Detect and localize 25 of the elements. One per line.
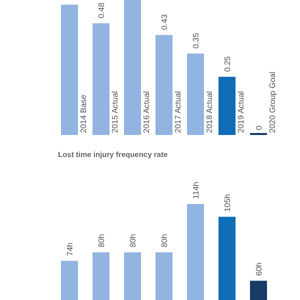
data-label: 0.43 xyxy=(160,14,169,30)
data-label: 0.35 xyxy=(192,32,200,49)
data-label: 74h xyxy=(66,242,74,256)
bar xyxy=(124,0,141,135)
data-label: 80h xyxy=(97,234,106,248)
data-label: 0.48 xyxy=(97,2,106,18)
bar xyxy=(218,76,236,135)
data-label: 0 xyxy=(254,125,264,130)
bar xyxy=(61,4,78,135)
x-tick-label: 2020 Group Goal xyxy=(268,71,277,133)
bar xyxy=(187,54,204,135)
x-tick-label: 2019 Actual xyxy=(236,90,246,133)
data-label: 80h xyxy=(128,234,138,248)
data-label: 0.25 xyxy=(223,56,232,72)
x-tick-label: 2015 Actual xyxy=(110,90,120,133)
bar xyxy=(92,23,110,135)
x-tick-label: 2014 Base xyxy=(79,94,88,133)
x-tick-label: 2017 Actual xyxy=(174,90,182,133)
data-label: 60h xyxy=(254,262,264,276)
x-tick-label: 2018 Actual xyxy=(205,90,214,133)
x-tick-label: 2016 Actual xyxy=(142,90,151,133)
bar xyxy=(156,34,172,135)
data-label: 105h xyxy=(223,194,232,212)
data-label: 80h xyxy=(160,234,169,248)
data-label: 114h xyxy=(192,182,200,199)
